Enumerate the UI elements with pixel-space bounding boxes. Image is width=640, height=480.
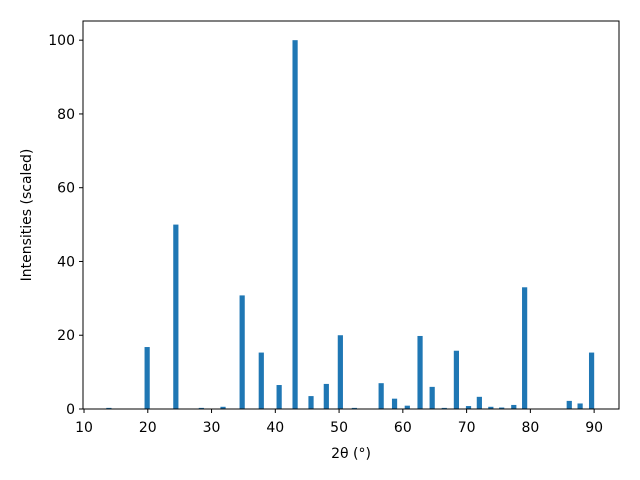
bar: [198, 407, 204, 409]
y-tick-label: 100: [48, 33, 75, 49]
x-tick-label: 80: [521, 420, 539, 436]
bar: [173, 224, 179, 409]
bar: [499, 407, 505, 409]
bar: [378, 383, 384, 409]
x-tick-label: 60: [394, 420, 412, 436]
x-tick-label: 70: [458, 420, 476, 436]
bar: [476, 396, 482, 409]
y-tick-label: 80: [57, 107, 75, 123]
y-axis-label: Intensities (scaled): [19, 149, 35, 282]
bar: [391, 398, 398, 409]
bar: [522, 287, 528, 409]
x-tick-label: 10: [75, 420, 93, 436]
bar: [351, 407, 357, 409]
x-tick-label: 40: [266, 420, 284, 436]
y-tick-label: 40: [57, 254, 75, 270]
y-tick-label: 20: [57, 328, 75, 344]
plot-frame: [82, 20, 620, 410]
bar: [429, 386, 435, 409]
x-tick-label: 90: [585, 420, 603, 436]
x-tick-label: 20: [139, 420, 157, 436]
x-tick-label: 50: [330, 420, 348, 436]
bar: [276, 385, 282, 409]
bar: [308, 396, 314, 409]
y-tick-label: 0: [66, 402, 75, 418]
bar: [465, 406, 472, 409]
bar: [144, 347, 150, 409]
x-axis-label: 2θ (°): [331, 446, 371, 462]
bar: [323, 383, 329, 409]
bar: [577, 403, 583, 409]
bar: [106, 407, 112, 409]
bar: [239, 295, 245, 409]
bar: [258, 352, 264, 409]
bar: [404, 405, 410, 409]
bar: [337, 335, 343, 409]
bar: [453, 350, 460, 409]
bar: [292, 40, 298, 409]
bar: [588, 352, 595, 409]
y-tick-label: 60: [57, 181, 75, 197]
bar: [488, 406, 494, 409]
bar: [566, 400, 572, 409]
bar: [417, 335, 423, 409]
bar: [511, 404, 517, 409]
x-tick-label: 30: [203, 420, 221, 436]
bar: [220, 406, 226, 409]
bar: [441, 407, 447, 409]
